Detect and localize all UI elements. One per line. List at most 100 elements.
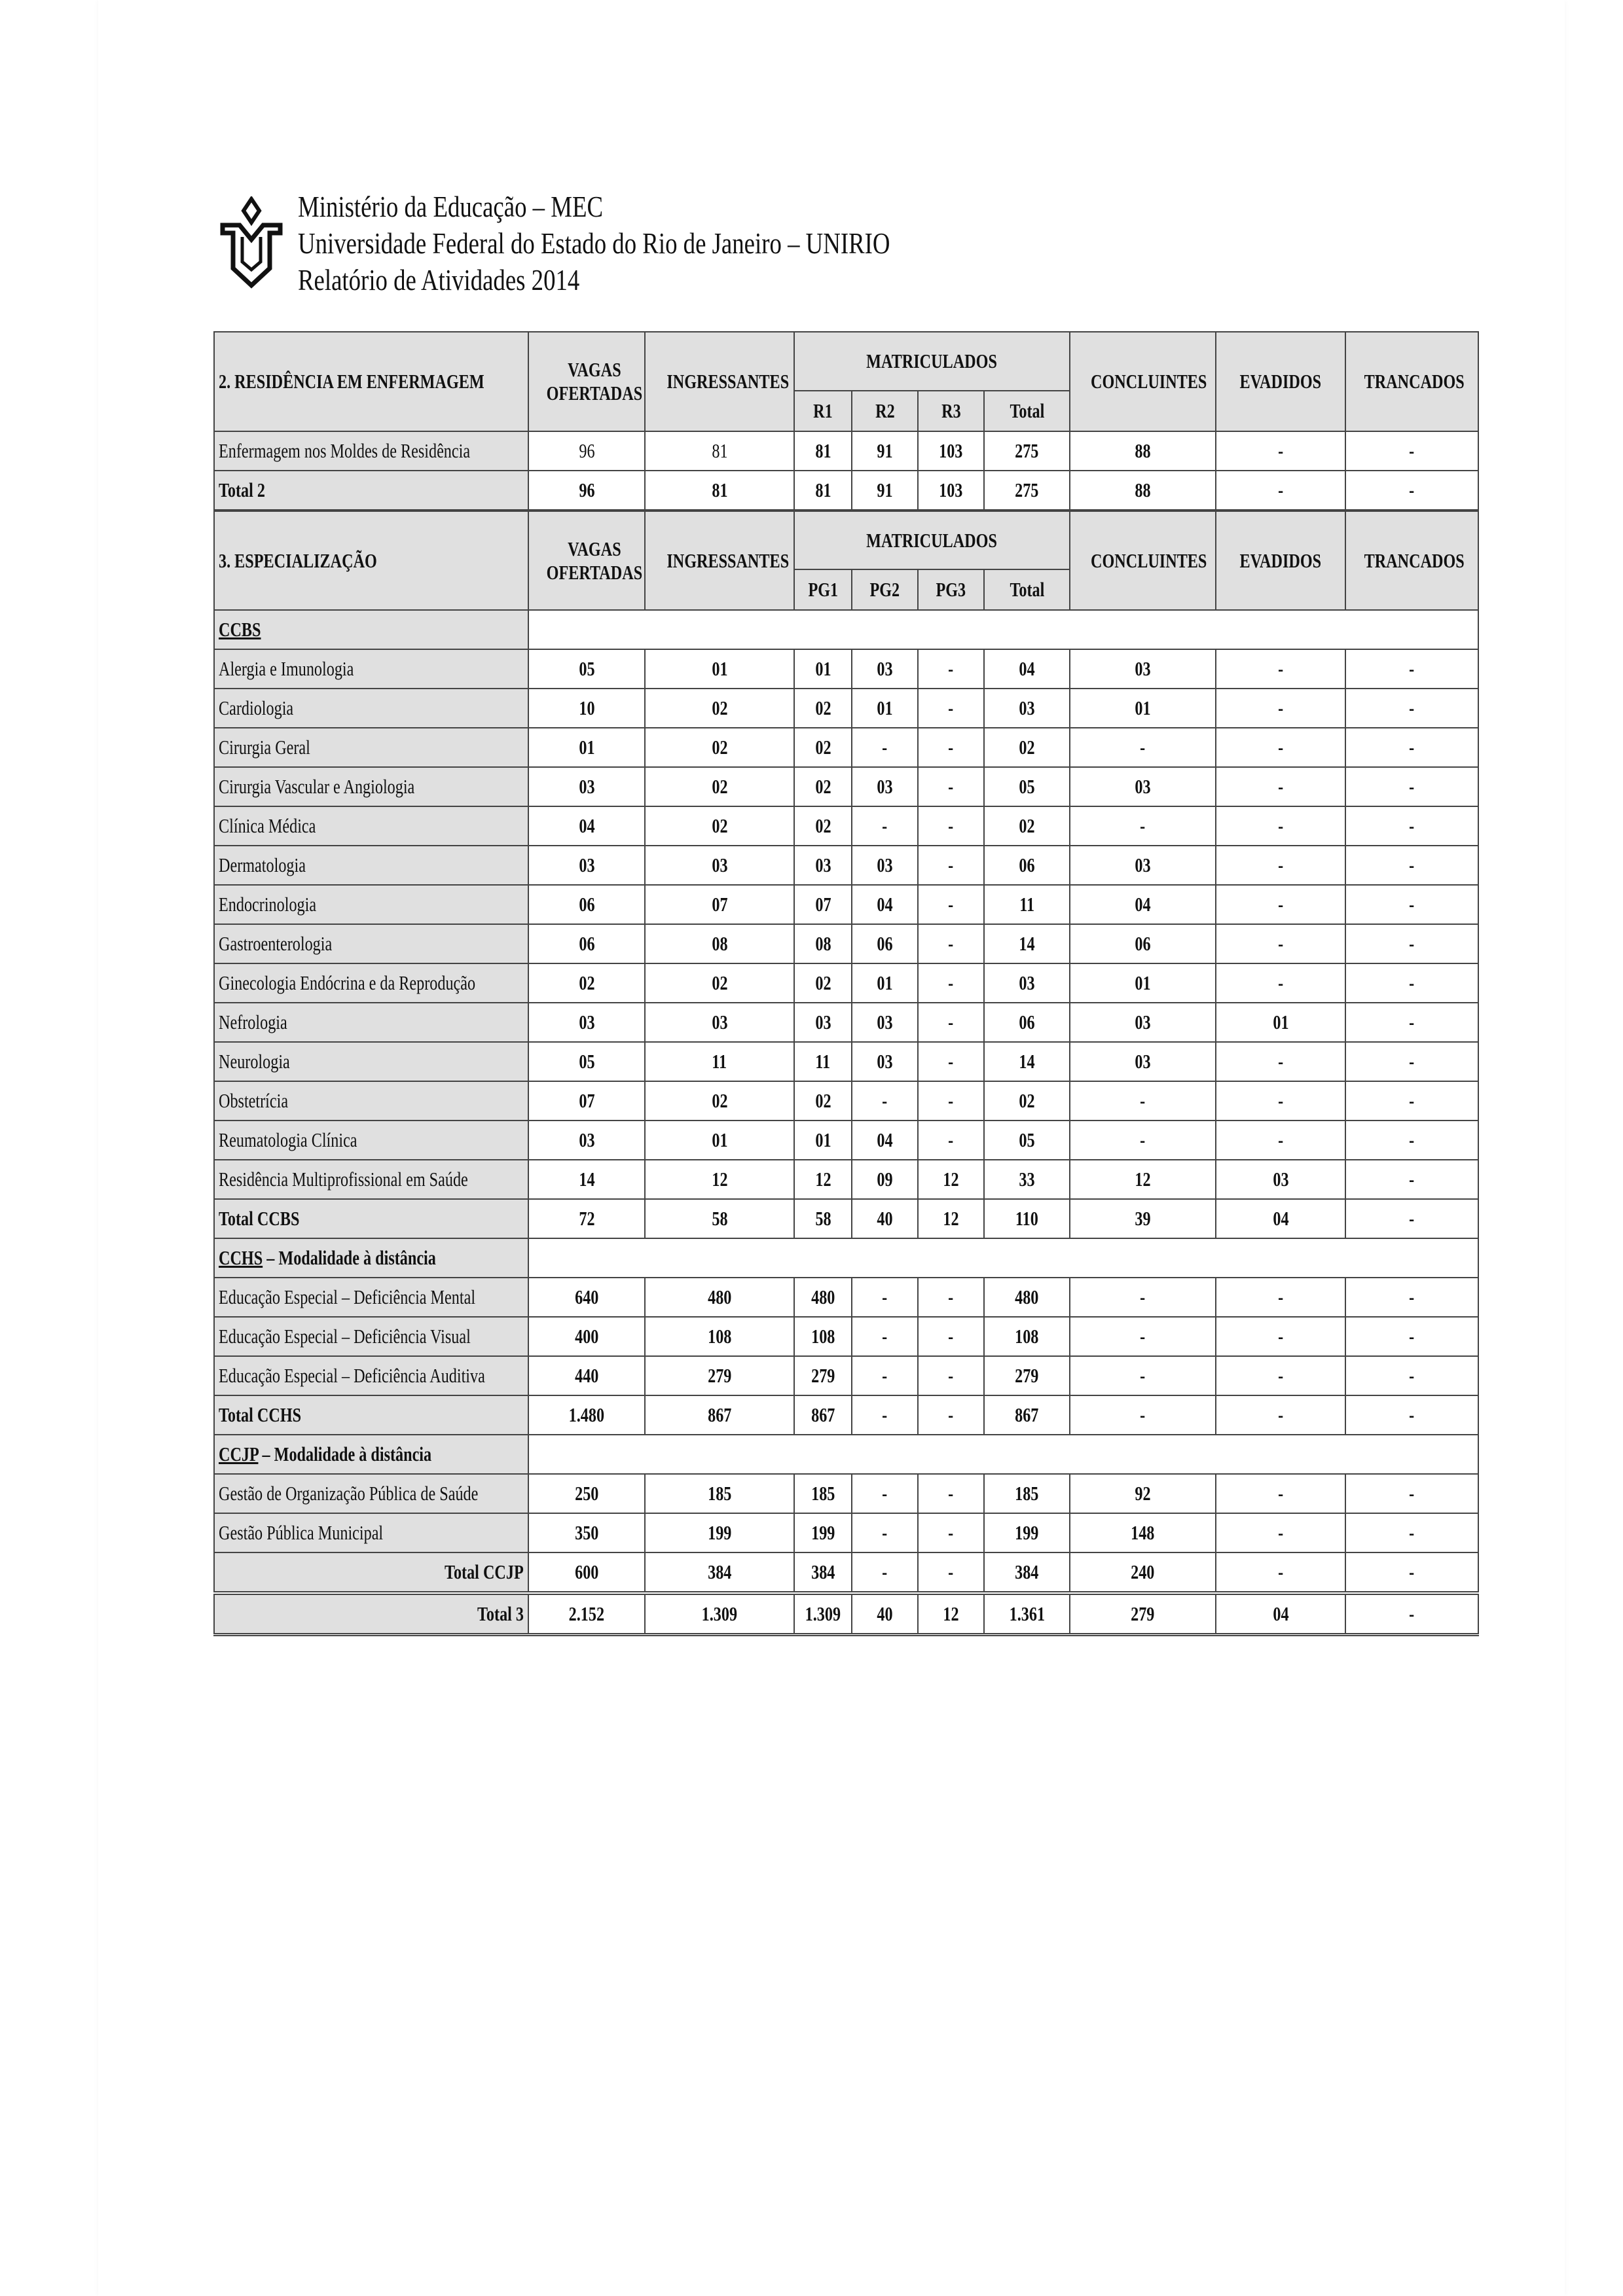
- value-cell: 01: [528, 727, 646, 768]
- row-label: Neurologia: [213, 1041, 529, 1082]
- table-row: Educação Especial – Deficiência Mental 64…: [213, 1277, 1479, 1318]
- value-cell-text: -: [1277, 1325, 1284, 1348]
- value-cell: 03: [528, 1120, 646, 1160]
- value-cell-text: 867: [811, 1403, 835, 1426]
- total-row: Total 2 96 81 81 91 103 275 88 - -: [213, 470, 1479, 511]
- col-trancados: TRANCADOS: [1345, 509, 1479, 611]
- value-cell: -: [1215, 649, 1346, 689]
- value-cell: 01: [793, 649, 852, 689]
- value-cell: 480: [793, 1277, 852, 1318]
- col-sub-1-text: R2: [875, 399, 895, 422]
- value-cell-text: -: [1409, 971, 1415, 994]
- value-cell: -: [1215, 688, 1346, 728]
- col-sub-0: R1: [793, 390, 852, 432]
- value-cell-text: -: [882, 1482, 888, 1505]
- row-label: Dermatologia: [213, 845, 529, 886]
- value-cell: 02: [644, 688, 795, 728]
- col-trancados: TRANCADOS: [1345, 331, 1479, 432]
- value-cell-text: -: [1409, 736, 1415, 759]
- value-cell: 2.152: [528, 1591, 646, 1636]
- col-sub-1: R2: [851, 390, 919, 432]
- table-row: Endocrinologia 06 07 07 04 - 11 04 - -: [213, 884, 1479, 925]
- total-row: Total CCBS 72 58 58 40 12 110 39 04 -: [213, 1198, 1479, 1239]
- value-cell: -: [917, 1395, 985, 1435]
- value-cell: 81: [793, 431, 852, 471]
- group-row: CCJP – Modalidade à distância: [213, 1434, 1479, 1475]
- row-label-text: Neurologia: [219, 1050, 290, 1073]
- value-cell: -: [1345, 766, 1479, 807]
- value-cell-text: 148: [1131, 1521, 1155, 1544]
- value-cell-text: 06: [1019, 1011, 1035, 1033]
- value-cell: 01: [851, 688, 919, 728]
- value-cell-text: 12: [1135, 1168, 1151, 1191]
- value-cell-text: 08: [814, 932, 831, 955]
- value-cell-text: 03: [877, 657, 893, 680]
- row-label-text: Total CCHS: [219, 1403, 302, 1426]
- value-cell: 384: [983, 1552, 1070, 1594]
- value-cell-text: -: [1409, 1403, 1415, 1426]
- value-cell: 04: [1069, 884, 1216, 925]
- value-cell-text: -: [1277, 439, 1284, 462]
- value-cell-text: -: [1409, 478, 1415, 501]
- table-row: Cirurgia Vascular e Angiologia 03 02 02 03 - 0…: [213, 766, 1479, 807]
- value-cell-text: 108: [1015, 1325, 1039, 1348]
- value-cell: 108: [793, 1316, 852, 1357]
- value-cell: 185: [793, 1473, 852, 1514]
- value-cell: -: [1215, 1395, 1346, 1435]
- col-ingressantes-text: INGRESSANTES: [666, 548, 790, 572]
- value-cell-text: 867: [1015, 1403, 1039, 1426]
- value-cell: 40: [851, 1591, 919, 1636]
- value-cell: -: [1215, 1355, 1346, 1396]
- value-cell: -: [1345, 649, 1479, 689]
- value-cell-text: 02: [814, 775, 831, 798]
- value-cell-text: 279: [1131, 1602, 1155, 1625]
- value-cell-text: 02: [814, 736, 831, 759]
- value-cell-text: -: [1277, 696, 1284, 719]
- row-label: Cardiologia: [213, 688, 529, 728]
- col-matriculados: MATRICULADOS: [793, 331, 1070, 391]
- value-cell-text: 03: [578, 1011, 595, 1033]
- value-cell: 06: [528, 924, 646, 964]
- value-cell: 279: [644, 1355, 795, 1396]
- value-cell-text: 199: [707, 1521, 732, 1544]
- value-cell-text: 03: [1135, 1050, 1151, 1073]
- value-cell-text: 03: [814, 1011, 831, 1033]
- value-cell-text: 05: [578, 1050, 595, 1073]
- section-title-text: 3. ESPECIALIZAÇÃO: [219, 548, 377, 572]
- value-cell: -: [917, 924, 985, 964]
- value-cell-text: -: [948, 1364, 954, 1387]
- value-cell: -: [1345, 470, 1479, 511]
- value-cell: 81: [644, 431, 795, 471]
- row-label: Cirurgia Vascular e Angiologia: [213, 766, 529, 807]
- value-cell-text: -: [1277, 1089, 1284, 1112]
- value-cell-text: 103: [939, 439, 963, 462]
- value-cell: -: [1345, 1552, 1479, 1594]
- header-report-title: Relatório de Atividades 2014: [298, 263, 580, 296]
- value-cell-text: -: [1409, 439, 1415, 462]
- value-cell-text: 02: [814, 971, 831, 994]
- value-cell: -: [1345, 1041, 1479, 1082]
- value-cell-text: 02: [814, 1089, 831, 1112]
- value-cell: 440: [528, 1355, 646, 1396]
- value-cell-text: 04: [1135, 893, 1151, 916]
- group-suffix: – Modalidade à distância: [258, 1443, 432, 1465]
- col-sub-2: PG3: [917, 569, 985, 611]
- value-cell-text: 12: [943, 1602, 959, 1625]
- table-row: Cardiologia 10 02 02 01 - 03 01 - -: [213, 688, 1479, 728]
- value-cell: 108: [983, 1316, 1070, 1357]
- value-cell: -: [917, 1552, 985, 1594]
- row-label: Residência Multiprofissional em Saúde: [213, 1159, 529, 1200]
- value-cell: 06: [1069, 924, 1216, 964]
- value-cell-text: -: [1277, 971, 1284, 994]
- value-cell: -: [917, 963, 985, 1003]
- unirio-logo-icon: [220, 196, 283, 289]
- value-cell-text: 279: [707, 1364, 732, 1387]
- value-cell: -: [1069, 1277, 1216, 1318]
- value-cell-text: 02: [711, 1089, 728, 1112]
- value-cell: 02: [793, 766, 852, 807]
- value-cell: -: [1215, 924, 1346, 964]
- col-sub-2-text: PG3: [936, 578, 966, 601]
- value-cell: 03: [983, 688, 1070, 728]
- value-cell: -: [917, 766, 985, 807]
- value-cell: -: [917, 1277, 985, 1318]
